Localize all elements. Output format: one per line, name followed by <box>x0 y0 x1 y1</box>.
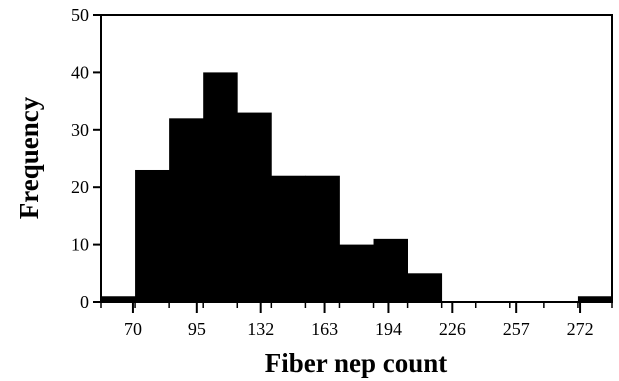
y-axis-title: Frequency <box>14 96 44 219</box>
histogram-bar <box>169 118 204 302</box>
x-axis: 70 95 132 163 194 226 257 272 <box>100 302 613 339</box>
x-tick-label: 70 <box>124 319 142 339</box>
histogram-bar <box>407 273 443 302</box>
histogram-bar <box>101 296 136 302</box>
histogram-bar <box>305 175 340 302</box>
y-tick-label: 30 <box>71 120 89 140</box>
x-tick-label: 272 <box>567 319 594 339</box>
histogram-bar <box>135 169 170 302</box>
x-tick-label: 194 <box>375 319 402 339</box>
histogram-bar <box>203 72 238 303</box>
y-tick-label: 50 <box>71 5 89 25</box>
plot-frame <box>100 14 613 303</box>
y-tick-label: 40 <box>71 62 89 82</box>
y-tick-label: 10 <box>71 235 89 255</box>
histogram-bar <box>339 244 374 302</box>
x-axis-title: Fiber nep count <box>265 348 448 378</box>
x-tick-label: 163 <box>311 319 338 339</box>
histogram-bar <box>577 296 613 302</box>
histogram-bar <box>237 112 272 302</box>
histogram-bar <box>373 238 408 302</box>
y-axis: 0 10 20 30 40 50 <box>71 5 101 312</box>
x-tick-label: 132 <box>247 319 274 339</box>
y-tick-label: 20 <box>71 177 89 197</box>
x-tick-label: 257 <box>503 319 530 339</box>
y-tick-label: 0 <box>80 292 89 312</box>
histogram-bar <box>271 175 306 302</box>
bars-group <box>101 72 613 303</box>
x-tick-label: 95 <box>188 319 206 339</box>
x-tick-label: 226 <box>439 319 466 339</box>
